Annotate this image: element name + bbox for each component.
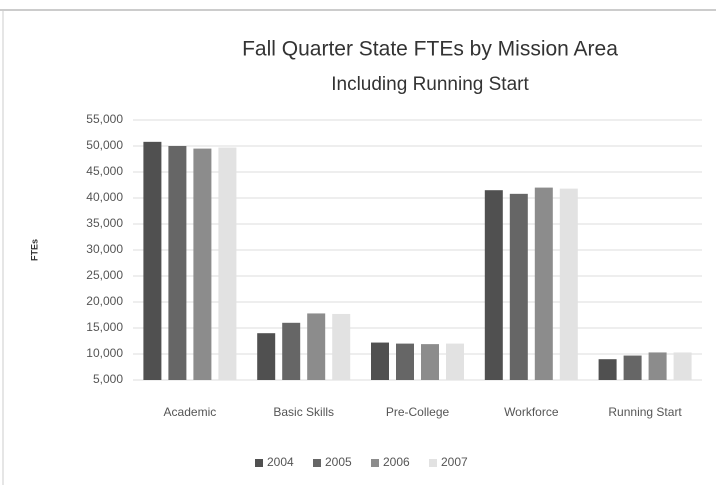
- y-tick-label: 15,000: [86, 320, 123, 334]
- chart-title: Fall Quarter State FTEs by Mission Area: [242, 38, 618, 61]
- legend-label: 2007: [441, 455, 468, 469]
- bar: [484, 190, 503, 380]
- y-tick-label: 50,000: [86, 138, 123, 152]
- x-tick-label: Running Start: [608, 405, 682, 419]
- legend-label: 2005: [325, 455, 352, 469]
- bar: [509, 193, 528, 380]
- legend-swatch: [313, 459, 321, 467]
- bar: [559, 188, 578, 380]
- bar: [218, 147, 237, 380]
- bar: [673, 352, 692, 380]
- bar: [396, 343, 414, 380]
- chart-subtitle: Including Running Start: [331, 74, 529, 95]
- legend-label: 2004: [267, 455, 294, 469]
- bar: [307, 313, 326, 380]
- bar: [282, 322, 301, 380]
- y-axis-label: FTEs: [29, 239, 39, 261]
- bar: [257, 333, 276, 380]
- bar: [623, 355, 642, 380]
- bar: [193, 148, 212, 380]
- y-tick-label: 40,000: [86, 190, 123, 204]
- bar: [371, 342, 389, 380]
- x-tick-label: Workforce: [504, 405, 559, 419]
- y-tick-label: 10,000: [86, 346, 123, 360]
- bar: [168, 146, 187, 380]
- bar: [143, 141, 162, 380]
- bar: [332, 313, 351, 380]
- x-tick-label: Pre-College: [386, 405, 450, 419]
- bar: [648, 352, 667, 380]
- y-tick-label: 5,000: [93, 372, 123, 386]
- y-tick-label: 55,000: [86, 112, 123, 126]
- bar: [421, 344, 439, 380]
- y-tick-label: 25,000: [86, 268, 123, 282]
- y-tick-label: 30,000: [86, 242, 123, 256]
- bar: [534, 187, 553, 380]
- legend-swatch: [371, 459, 379, 467]
- legend-swatch: [429, 459, 437, 467]
- y-tick-label: 20,000: [86, 294, 123, 308]
- x-tick-label: Basic Skills: [273, 405, 334, 419]
- x-tick-label: Academic: [164, 405, 217, 419]
- bar: [598, 359, 617, 380]
- legend-label: 2006: [383, 455, 410, 469]
- bar: [446, 343, 464, 380]
- legend-swatch: [255, 459, 263, 467]
- y-tick-label: 35,000: [86, 216, 123, 230]
- y-tick-label: 45,000: [86, 164, 123, 178]
